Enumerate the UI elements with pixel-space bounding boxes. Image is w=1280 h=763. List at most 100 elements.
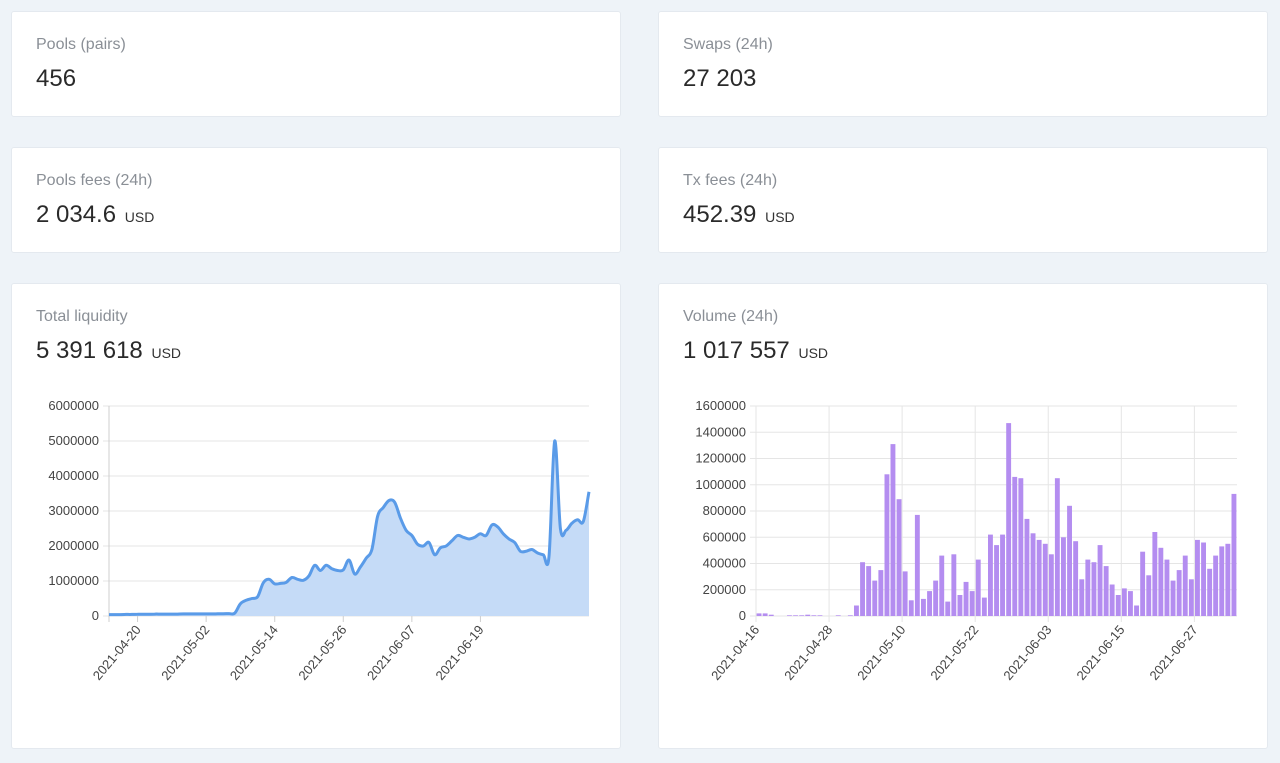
volume-bar — [878, 570, 884, 616]
y-tick-label: 1000000 — [48, 573, 99, 588]
volume-bar — [951, 554, 957, 616]
volume-bar — [1054, 478, 1060, 616]
tx-fees-unit: USD — [765, 209, 795, 225]
volume-bar — [884, 474, 890, 617]
volume-bar — [756, 613, 762, 616]
volume-bar — [847, 615, 853, 616]
volume-bar — [1182, 555, 1188, 616]
volume-bar — [1158, 547, 1164, 617]
swaps-card: Swaps (24h) 27 203 — [658, 11, 1268, 117]
volume-bar — [994, 545, 999, 616]
liquidity-unit: USD — [151, 345, 182, 361]
liquidity-value: 5 391 618 USD — [36, 337, 181, 365]
volume-bar — [890, 444, 896, 616]
volume-bar — [835, 615, 841, 616]
volume-bar — [1018, 478, 1024, 616]
volume-bar — [975, 559, 981, 616]
volume-bar — [1030, 533, 1036, 616]
volume-bar — [1109, 584, 1115, 616]
volume-bar — [1024, 518, 1030, 616]
swaps-number: 27 203 — [683, 65, 757, 92]
volume-bar — [1061, 537, 1066, 617]
y-tick-label: 600000 — [703, 529, 746, 544]
volume-bar — [1231, 493, 1237, 616]
volume-bar — [1103, 566, 1109, 616]
volume-bar — [939, 555, 945, 616]
y-tick-label: 800000 — [703, 503, 746, 518]
volume-bar — [787, 615, 792, 616]
pool-fees-unit: USD — [124, 209, 155, 225]
pool-fees-card: Pools fees (24h) 2 034.6 USD — [11, 147, 621, 253]
y-tick-label: 200000 — [703, 582, 746, 597]
liquidity-label: Total liquidity — [36, 308, 128, 325]
liquidity-chart: 0 1000000 2000000 3000000 4000000 5000000 6000… — [48, 398, 591, 683]
x-tick-label: 2021-04-16 — [708, 622, 762, 683]
volume-bar — [854, 605, 859, 616]
y-tick-label: 1000000 — [695, 477, 746, 492]
tx-fees-number: 452.39 — [683, 201, 757, 228]
y-tick-label: 5000000 — [48, 433, 99, 448]
tx-fees-label: Tx fees (24h) — [683, 172, 778, 189]
volume-bar — [1048, 554, 1054, 616]
volume-bar — [969, 591, 975, 616]
y-tick-label: 6000000 — [48, 398, 99, 413]
volume-number: 1 017 557 — [683, 337, 790, 364]
tx-fees-value: 452.39 USD — [683, 201, 795, 229]
pool-fees-value: 2 034.6 USD — [36, 201, 154, 229]
pools-card: Pools (pairs) 456 — [11, 11, 621, 117]
volume-bar — [811, 615, 817, 616]
volume-bar — [1006, 423, 1012, 616]
x-tick-label: 2021-04-20 — [90, 622, 144, 683]
y-tick-label: 2000000 — [48, 538, 99, 553]
volume-unit: USD — [798, 345, 829, 361]
x-tick-label: 2021-06-03 — [1000, 622, 1054, 683]
volume-bar — [1219, 546, 1225, 616]
liquidity-number: 5 391 618 — [36, 337, 143, 364]
volume-bar — [1134, 605, 1139, 616]
volume-value: 1 017 557 USD — [683, 337, 828, 365]
swaps-value: 27 203 — [683, 65, 756, 93]
volume-bar — [908, 600, 914, 617]
volume-bar — [1201, 542, 1206, 616]
volume-bar — [1091, 562, 1097, 616]
liquidity-card: Total liquidity 5 391 618 USD 0 1000000 20… — [11, 283, 621, 749]
volume-bar — [933, 580, 939, 616]
x-tick-label: 2021-04-28 — [781, 622, 835, 683]
volume-bar — [866, 566, 872, 616]
volume-bar — [988, 534, 993, 616]
volume-bar — [1170, 580, 1176, 616]
x-tick-label: 2021-05-02 — [158, 622, 212, 683]
volume-bar — [1036, 539, 1042, 616]
pools-label: Pools (pairs) — [36, 36, 126, 53]
volume-bar — [793, 615, 798, 616]
volume-bar — [902, 571, 908, 616]
y-tick-label: 1400000 — [695, 424, 746, 439]
volume-bar — [957, 595, 963, 616]
volume-bar — [1164, 559, 1170, 616]
x-tick-label: 2021-06-15 — [1073, 622, 1127, 683]
volume-bar — [1195, 539, 1200, 616]
swaps-label: Swaps (24h) — [683, 36, 773, 53]
y-tick-label: 1600000 — [695, 398, 746, 413]
volume-bar — [1128, 591, 1133, 616]
volume-bar — [860, 562, 865, 616]
volume-bar — [1079, 579, 1085, 617]
y-tick-label: 4000000 — [48, 468, 99, 483]
volume-bar — [921, 598, 926, 616]
x-tick-label: 2021-06-27 — [1146, 622, 1200, 683]
volume-card: Volume (24h) 1 017 557 USD 0 200000 400000… — [658, 283, 1268, 749]
volume-bar — [817, 615, 823, 616]
volume-bar — [1146, 575, 1152, 616]
volume-bar — [799, 615, 805, 616]
volume-bar — [1152, 532, 1158, 616]
y-tick-label: 400000 — [703, 556, 746, 571]
y-tick-label: 0 — [739, 608, 746, 623]
volume-bar — [981, 597, 987, 616]
y-tick-label: 0 — [92, 608, 99, 623]
pools-number: 456 — [36, 65, 77, 92]
x-tick-label: 2021-06-19 — [432, 622, 486, 683]
volume-bar — [1188, 579, 1194, 617]
volume-bar — [1085, 559, 1091, 616]
volume-bar — [1073, 541, 1079, 616]
volume-bar — [762, 613, 768, 616]
